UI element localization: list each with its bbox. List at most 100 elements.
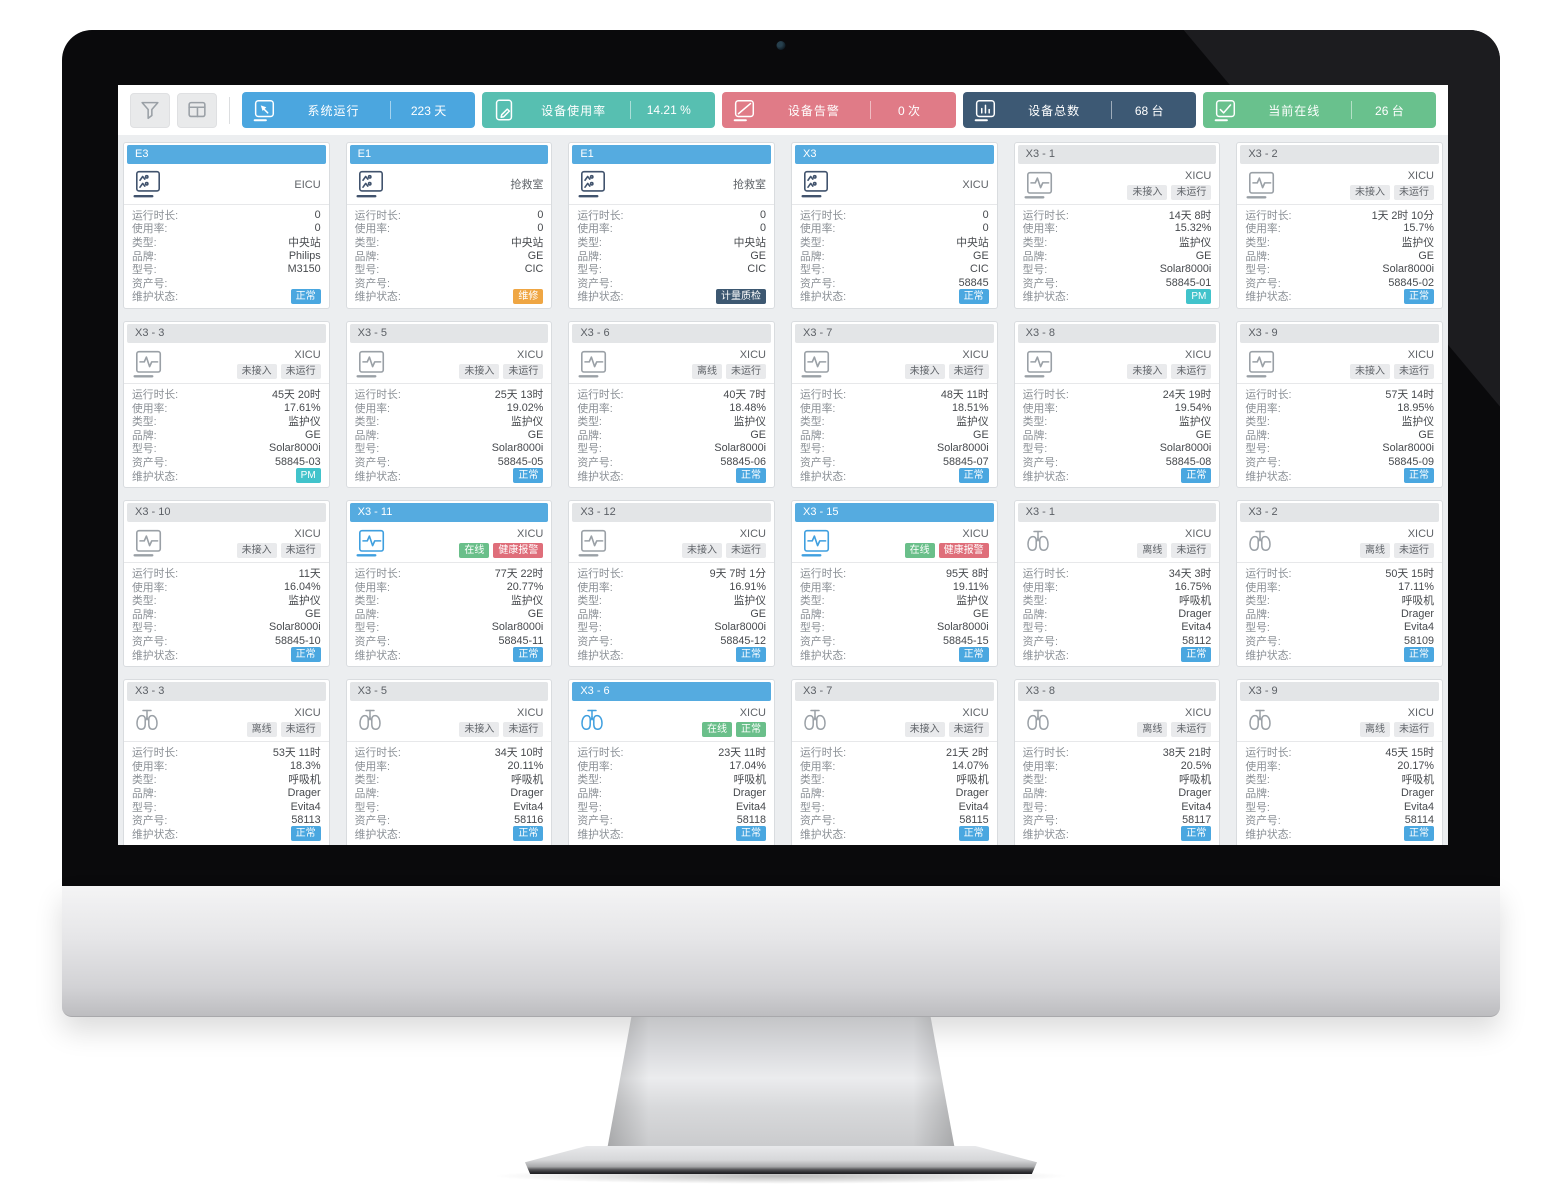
status-badge: 未接入	[1127, 185, 1168, 200]
field-label: 使用率:	[577, 223, 613, 236]
field-label: 使用率:	[1245, 402, 1281, 415]
field-value: 14.07%	[952, 759, 989, 772]
field-row: 运行时长: 45天 20时	[132, 387, 321, 401]
card-header: X3 - 9	[1240, 682, 1439, 702]
field-row: 类型: 监护仪	[1245, 235, 1434, 249]
card-top: 抢救室	[569, 166, 774, 204]
device-location: XICU	[739, 349, 766, 362]
field-row: 资产号: 58845-05	[355, 455, 544, 469]
device-card[interactable]: X3 - 1 XICU 未接入 未运行 运行时长: 14天 8时 使用率: 15.32%…	[1013, 142, 1221, 310]
device-card[interactable]: X3 - 11 XICU 在线 健康报警 运行时长: 77天 22时 使用率: 20.7…	[345, 500, 553, 668]
device-card[interactable]: X3 - 6 XICU 在线 正常 运行时长: 23天 11时 使用率: 17.04% 类…	[568, 679, 775, 845]
field-row: 资产号: 58845-07	[800, 455, 989, 469]
field-row: 型号: Evita4	[1245, 800, 1434, 814]
device-card[interactable]: X3 - 3 XICU 未接入 未运行 运行时长: 45天 20时 使用率: 17.61…	[123, 321, 330, 489]
device-card[interactable]: X3 - 9 XICU 离线 未运行 运行时长: 45天 15时 使用率: 20.17%…	[1236, 679, 1443, 845]
field-label: 资产号:	[354, 456, 391, 469]
field-row: 型号: Evita4	[355, 800, 544, 814]
device-card[interactable]: X3 - 15 XICU 在线 健康报警 运行时长: 95天 8时 使用率: 19.11…	[791, 500, 998, 668]
device-card[interactable]: E1 抢救室 运行时长: 0 使用率: 0 类型: 中央站 品牌: GE 型号: CIC 资产号: 维…	[568, 142, 775, 310]
device-card[interactable]: X3 - 8 XICU 未接入 未运行 运行时长: 24天 19时 使用率: 19.54…	[1013, 321, 1221, 489]
card-header: X3 - 1	[1017, 145, 1217, 164]
maintenance-row: 维护状态: 维修	[355, 288, 544, 304]
device-card[interactable]: X3 XICU 运行时长: 0 使用率: 0 类型: 中央站 品牌: GE 型号: CIC 资产号:…	[791, 142, 998, 310]
field-label: 型号:	[577, 264, 602, 277]
field-value: 监护仪	[733, 416, 766, 429]
field-label: 运行时长:	[800, 209, 847, 222]
device-card[interactable]: X3 - 10 XICU 未接入 未运行 运行时长: 11天 使用率: 16.04% 类型…	[123, 500, 330, 668]
top-toolbar: 系统运行 223 天 设备使用率 14.21 %	[118, 85, 1448, 135]
device-location: XICU	[1185, 707, 1212, 720]
device-fields: 运行时长: 48天 11时 使用率: 18.51% 类型: 监护仪 品牌: GE 型号: Sola…	[792, 384, 997, 487]
card-header: E3	[127, 145, 326, 164]
device-card[interactable]: E1 抢救室 运行时长: 0 使用率: 0 类型: 中央站 品牌: GE 型号: CIC 资产号: 维…	[345, 142, 553, 310]
maintenance-row: 维护状态: 正常	[800, 826, 989, 842]
device-card[interactable]: E3 EICU 运行时长: 0 使用率: 0 类型: 中央站 品牌: Philips 型号: M3…	[123, 142, 330, 310]
field-row: 类型: 中央站	[355, 235, 544, 249]
device-card[interactable]: X3 - 5 XICU 未接入 未运行 运行时长: 34天 10时 使用率: 20.11…	[345, 679, 553, 845]
stat-online-now[interactable]: 当前在线 26 台	[1202, 92, 1437, 128]
field-row: 使用率: 0	[355, 222, 544, 235]
field-row: 型号: Solar8000i	[355, 442, 544, 455]
field-value: 58845-11	[498, 635, 544, 648]
maintenance-badge: 正常	[958, 826, 989, 842]
field-value: 53天 11时	[272, 747, 321, 760]
stat-label: 设备使用率	[541, 103, 607, 118]
field-value: 监护仪	[956, 416, 989, 429]
maintenance-row: 维护状态: 正常	[1023, 468, 1212, 484]
device-card[interactable]: X3 - 2 XICU 未接入 未运行 运行时长: 1天 2时 10分 使用率: 15.…	[1236, 142, 1443, 310]
device-card[interactable]: X3 - 1 XICU 离线 未运行 运行时长: 34天 3时 使用率: 16.75% 类…	[1013, 500, 1221, 668]
field-value: 0	[982, 208, 989, 221]
device-card[interactable]: X3 - 3 XICU 离线 未运行 运行时长: 53天 11时 使用率: 18.3% 类…	[123, 679, 330, 845]
layout-button[interactable]	[177, 92, 217, 128]
ventilator-lungs-icon	[358, 709, 381, 730]
device-card[interactable]: X3 - 6 XICU 离线 未运行 运行时长: 40天 7时 使用率: 18.48% 类…	[568, 321, 775, 489]
maintenance-badge: 正常	[1404, 647, 1434, 663]
field-row: 使用率: 14.07%	[800, 759, 989, 773]
stat-value: 14.21 %	[646, 103, 691, 117]
status-badges: 离线 未运行	[1137, 722, 1212, 738]
device-location: XICU	[962, 349, 989, 362]
filter-button[interactable]	[130, 92, 170, 128]
device-location: XICU	[1407, 528, 1434, 541]
device-card[interactable]: X3 - 9 XICU 未接入 未运行 运行时长: 57天 14时 使用率: 18.95…	[1236, 321, 1443, 489]
device-card[interactable]: X3 - 2 XICU 离线 未运行 运行时长: 50天 15时 使用率: 17.11%…	[1236, 500, 1443, 668]
card-header: X3 - 2	[1240, 145, 1439, 164]
device-card[interactable]: X3 - 8 XICU 离线 未运行 运行时长: 38天 21时 使用率: 20.5% 类…	[1013, 679, 1221, 845]
field-label: 型号:	[354, 622, 380, 635]
field-value: Evita4	[1181, 621, 1212, 634]
field-row: 使用率: 18.51%	[800, 401, 989, 415]
stat-device-alarms[interactable]: 设备告警 0 次	[722, 92, 956, 128]
field-value: 中央站	[956, 236, 989, 249]
field-row: 品牌: GE	[1245, 428, 1434, 442]
device-card[interactable]: X3 - 7 XICU 未接入 未运行 运行时长: 21天 2时 使用率: 14.07%…	[791, 679, 998, 845]
device-card[interactable]: X3 - 12 XICU 未接入 未运行 运行时长: 9天 7时 1分 使用率: 16.…	[568, 500, 775, 668]
device-card[interactable]: X3 - 7 XICU 未接入 未运行 运行时长: 48天 11时 使用率: 18.51…	[791, 321, 998, 489]
field-label: 品牌:	[1245, 788, 1270, 801]
stat-device-usage[interactable]: 设备使用率 14.21 %	[482, 92, 716, 128]
status-badge: 在线	[459, 543, 490, 559]
field-value: 45天 20时	[272, 388, 321, 401]
field-label: 类型:	[800, 774, 825, 787]
field-row: 运行时长: 11天	[132, 566, 321, 580]
maintenance-badge: 正常	[736, 468, 766, 484]
field-value: 19.11%	[952, 580, 989, 593]
field-label: 品牌:	[1022, 608, 1048, 621]
card-divider	[792, 562, 997, 564]
field-label: 类型:	[1022, 416, 1048, 429]
field-value: 0	[314, 208, 321, 221]
monitor-stats-icon	[974, 99, 995, 121]
field-value: Evita4	[1403, 621, 1434, 634]
field-value: GE	[305, 607, 321, 620]
field-value: 50天 15时	[1385, 568, 1434, 581]
field-row: 使用率: 18.95%	[1245, 401, 1434, 415]
device-fields: 运行时长: 23天 11时 使用率: 17.04% 类型: 呼吸机 品牌: Drager 型号:…	[569, 742, 774, 845]
field-row: 型号: Solar8000i	[1023, 442, 1212, 455]
field-label: 维护状态:	[800, 291, 847, 304]
field-row: 型号: Solar8000i	[1245, 262, 1434, 276]
device-card[interactable]: X3 - 5 XICU 未接入 未运行 运行时长: 25天 13时 使用率: 19.02…	[345, 321, 553, 489]
card-divider	[1014, 741, 1220, 743]
stat-system-uptime[interactable]: 系统运行 223 天	[242, 92, 476, 128]
stat-device-total[interactable]: 设备总数 68 台	[962, 92, 1196, 128]
device-location: XICU	[1407, 707, 1434, 720]
